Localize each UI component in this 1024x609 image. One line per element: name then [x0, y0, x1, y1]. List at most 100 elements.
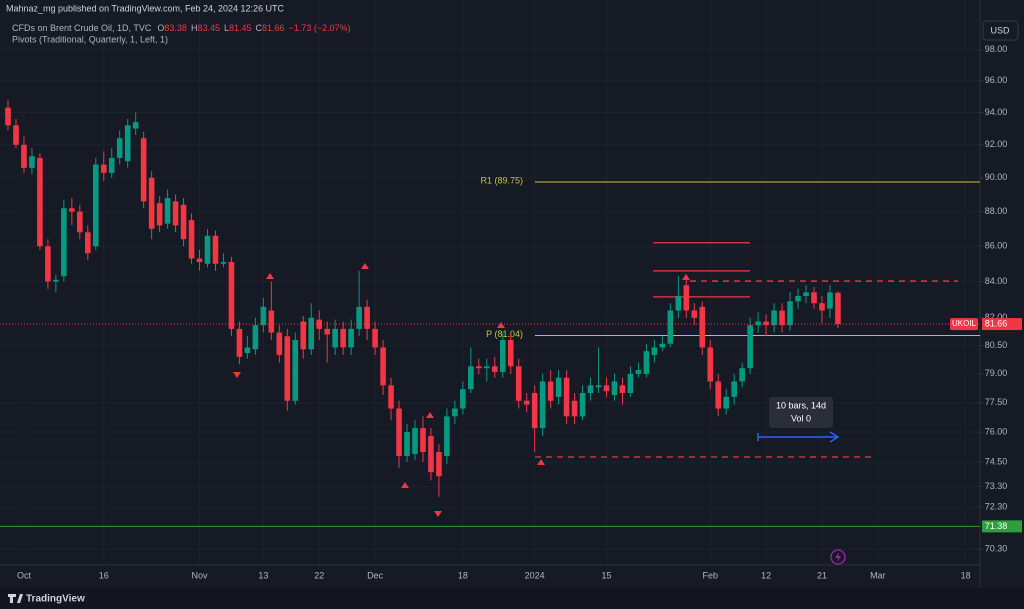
candle-body: [244, 347, 251, 354]
support-label-box: [982, 520, 1022, 533]
ohlc-value: 81.45: [229, 23, 252, 33]
candle-body: [332, 328, 338, 348]
currency-button[interactable]: [982, 20, 1019, 41]
candle-body: [53, 279, 59, 282]
candle-body: [380, 347, 386, 386]
pivot-marker: [233, 372, 241, 378]
candle-body: [651, 347, 658, 355]
measure-head: [829, 431, 840, 443]
candle-body: [819, 303, 825, 311]
candle-body: [212, 235, 219, 264]
measure-volume: Vol 0: [791, 413, 811, 423]
candle-body: [787, 301, 793, 326]
candle-body: [300, 321, 307, 350]
y-tick-label: 92.00: [985, 139, 1008, 149]
x-tick-label: 13: [258, 570, 268, 580]
x-tick-label: 21: [817, 570, 827, 580]
x-tick-label: Nov: [192, 570, 209, 580]
ohlc-value: 83.38: [164, 23, 187, 33]
candle-body: [260, 306, 267, 326]
candle-body: [476, 366, 482, 369]
candle-body: [571, 400, 578, 417]
candle-body: [499, 339, 506, 372]
candle-body: [420, 428, 426, 452]
candle-body: [539, 381, 546, 429]
attribution: Mahnaz_mg published on TradingView.com, …: [6, 3, 285, 13]
candle-body: [523, 400, 530, 405]
candle-body: [555, 377, 562, 397]
candle-body: [324, 328, 330, 335]
candle-body: [340, 328, 346, 348]
y-tick-label: 73.30: [985, 481, 1008, 491]
candle-body: [531, 393, 538, 429]
candle-body: [92, 164, 99, 247]
ohlc-value: 81.66: [262, 23, 285, 33]
ohlc-key: H: [191, 23, 198, 33]
candle-body: [124, 125, 131, 162]
pivot-label: R1 (89.75): [480, 175, 523, 185]
x-tick-label: Oct: [17, 570, 32, 580]
candle-body: [460, 389, 466, 409]
candle-body: [659, 343, 666, 348]
y-tick-label: 84.00: [985, 276, 1008, 286]
symbol-box: [950, 318, 978, 331]
candle-body: [563, 377, 570, 417]
candle-body: [835, 292, 841, 325]
footer: [0, 588, 1024, 609]
pivot-marker: [361, 263, 369, 269]
candle-body: [164, 198, 171, 224]
candle-body: [675, 295, 682, 311]
y-tick-label: 76.00: [985, 426, 1008, 436]
price-box: [982, 318, 1022, 331]
brand: TradingView: [8, 594, 85, 605]
price-label: 81.66: [985, 318, 1008, 328]
ohlc-value: 83.45: [197, 23, 220, 33]
candle-body: [683, 285, 690, 311]
y-tick-label: 79.00: [985, 368, 1008, 378]
measure-box: [769, 397, 833, 428]
pivot-marker: [497, 322, 505, 328]
icon-ring: [830, 549, 846, 565]
candle-body: [69, 208, 75, 212]
candle-body: [619, 385, 626, 394]
support-label: 71.38: [985, 521, 1008, 531]
candle-body: [484, 366, 490, 369]
pivot-label: P (81.04): [486, 329, 523, 339]
candle-body: [515, 366, 522, 401]
y-tick-label: 98.00: [985, 44, 1008, 54]
candle-body: [771, 310, 777, 326]
candle-body: [587, 385, 594, 394]
candle-body: [603, 385, 610, 392]
candle-body: [61, 208, 67, 277]
candle-body: [444, 416, 450, 457]
candle-body: [827, 292, 833, 309]
grid: [0, 0, 980, 565]
candle-body: [803, 292, 809, 296]
x-tick-label: Dec: [367, 570, 384, 580]
replay-icon: [830, 549, 846, 565]
x-tick-label: 15: [601, 570, 611, 580]
candle-body: [228, 262, 235, 329]
y-tick-label: 70.30: [985, 544, 1008, 554]
pivot-marker: [266, 273, 274, 279]
candle-body: [507, 339, 514, 367]
candle-body: [108, 157, 115, 173]
candle-body: [643, 351, 650, 374]
candle-body: [364, 306, 370, 329]
pivot-marker: [426, 412, 434, 418]
currency-label[interactable]: USD: [990, 25, 1010, 35]
candle-body: [156, 203, 163, 226]
candle-body: [180, 204, 187, 240]
indicator-name: Pivots (Traditional, Quarterly, 1, Left,…: [12, 34, 168, 44]
x-tick-label: 16: [99, 570, 109, 580]
ohlc-key: L: [224, 23, 229, 33]
y-tick-label: 74.50: [985, 456, 1008, 466]
candle-body: [627, 373, 634, 394]
candle-body: [29, 156, 35, 168]
y-tick-label: 88.00: [985, 206, 1008, 216]
symbol-label: UKOIL: [952, 319, 977, 328]
y-tick-label: 94.00: [985, 107, 1008, 117]
candle-body: [13, 125, 19, 145]
candle-body: [667, 310, 674, 344]
